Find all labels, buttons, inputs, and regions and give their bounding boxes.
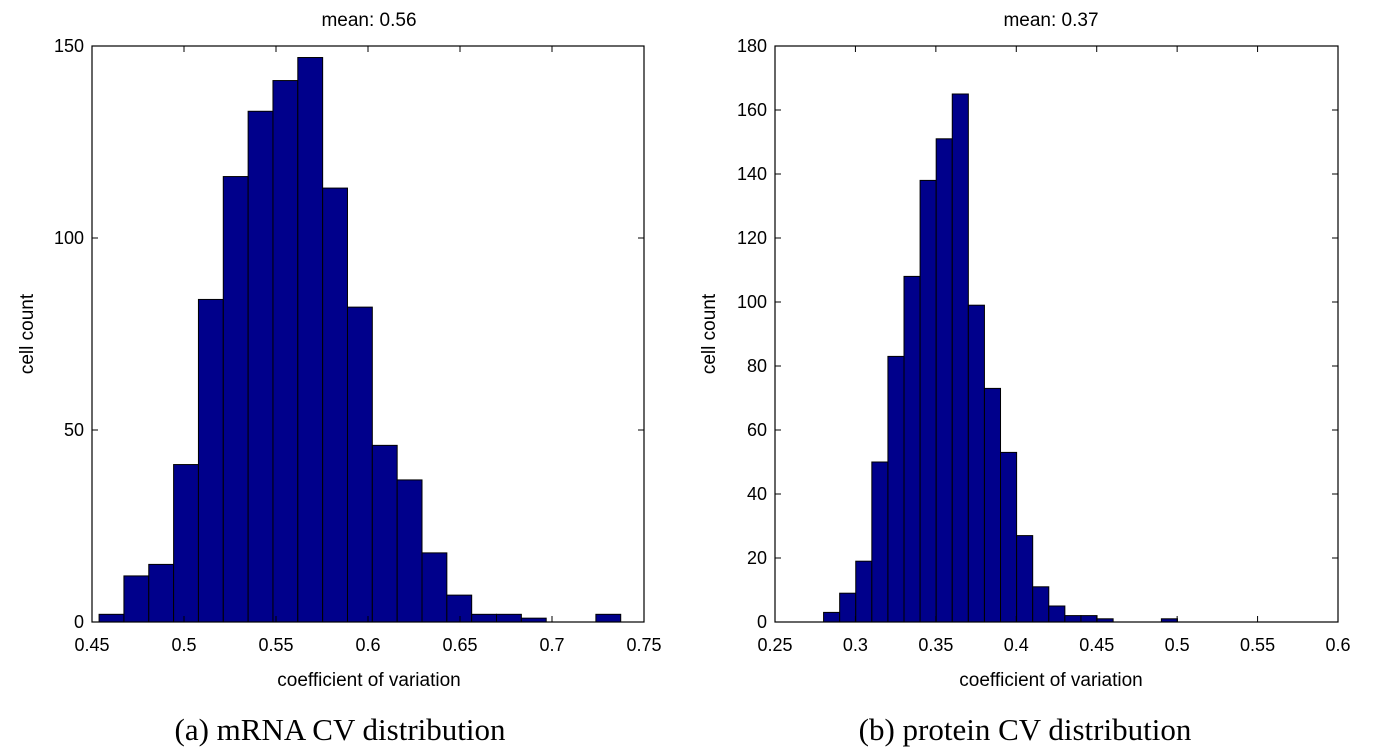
histogram-bar	[98, 613, 125, 623]
histogram-bar	[1048, 605, 1066, 623]
x-tick-label: 0.35	[918, 635, 953, 655]
histogram-bar	[471, 613, 498, 623]
y-tick-label: 60	[747, 420, 767, 440]
y-tick-label: 140	[737, 164, 767, 184]
histogram-bar	[421, 552, 448, 623]
y-tick-label: 100	[737, 292, 767, 312]
subfigure-caption: (b) protein CV distribution	[859, 712, 1192, 747]
x-tick-label: 0.3	[843, 635, 868, 655]
histogram-bar	[148, 563, 175, 623]
histogram-bar	[1032, 586, 1050, 623]
histogram-bar	[123, 575, 150, 623]
x-tick-label: 0.65	[442, 635, 477, 655]
histogram-bar	[346, 306, 373, 623]
y-tick-label: 0	[74, 612, 84, 632]
y-tick-label: 160	[737, 100, 767, 120]
x-tick-label: 0.45	[1079, 635, 1114, 655]
subfigure-caption: (a) mRNA CV distribution	[175, 712, 506, 747]
histogram-bar	[967, 304, 985, 623]
x-axis-label: coefficient of variation	[277, 670, 460, 691]
x-tick-label: 0.55	[258, 635, 293, 655]
panel-protein: mean: 0.37 cell count coefficient of var…	[699, 10, 1351, 747]
histogram-bar	[935, 138, 953, 623]
x-tick-label: 0.75	[626, 635, 661, 655]
histogram-bar	[595, 613, 622, 623]
histogram-bar	[839, 592, 857, 623]
histogram-bar	[247, 110, 274, 623]
x-tick-label: 0.4	[1004, 635, 1029, 655]
histogram-bar	[1016, 535, 1034, 623]
y-tick-label: 20	[747, 548, 767, 568]
histogram-bar	[396, 479, 423, 623]
y-tick-label: 40	[747, 484, 767, 504]
x-tick-label: 0.6	[1325, 635, 1350, 655]
histogram-bar	[496, 613, 522, 623]
y-axis-label: cell count	[17, 293, 38, 374]
x-axis-label: coefficient of variation	[959, 670, 1142, 691]
histogram-bar	[951, 93, 969, 623]
x-tick-label: 0.5	[1165, 635, 1190, 655]
histogram-bar	[983, 387, 1002, 623]
histogram-bar	[871, 461, 889, 623]
histogram-bar	[887, 355, 905, 623]
histogram-bar	[446, 594, 473, 623]
histogram-bar	[823, 611, 841, 623]
x-tick-label: 0.5	[171, 635, 196, 655]
y-tick-label: 150	[54, 36, 84, 56]
histogram-bar	[173, 464, 199, 623]
histogram-bar	[1000, 451, 1018, 623]
x-tick-label: 0.25	[757, 635, 792, 655]
histogram-bar	[371, 444, 398, 623]
x-tick-label: 0.45	[74, 635, 109, 655]
panel-mrna: mean: 0.56 cell count coefficient of var…	[17, 10, 662, 747]
histogram-bar	[919, 179, 937, 623]
histogram-bar	[222, 176, 249, 623]
histogram-bar	[297, 57, 324, 623]
y-tick-label: 0	[757, 612, 767, 632]
histogram-bar	[1064, 615, 1082, 623]
x-tick-label: 0.6	[355, 635, 380, 655]
chart-title: mean: 0.56	[321, 10, 416, 31]
histogram-bar	[903, 275, 921, 623]
histogram-bar	[1080, 615, 1098, 623]
histogram-bar	[272, 80, 299, 623]
plot-frame	[774, 45, 1339, 623]
x-tick-label: 0.55	[1240, 635, 1275, 655]
y-tick-label: 120	[737, 228, 767, 248]
histogram-bar	[322, 187, 348, 623]
y-tick-label: 180	[737, 36, 767, 56]
histogram-bar	[197, 298, 224, 623]
y-tick-label: 50	[64, 420, 84, 440]
y-tick-label: 100	[54, 228, 84, 248]
y-axis-label: cell count	[699, 293, 720, 374]
chart-title: mean: 0.37	[1003, 10, 1098, 31]
histogram-bar	[855, 560, 873, 623]
x-tick-label: 0.7	[539, 635, 564, 655]
y-tick-label: 80	[747, 356, 767, 376]
